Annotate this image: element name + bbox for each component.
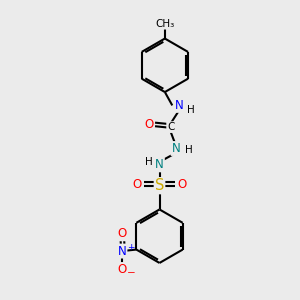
Text: CH₃: CH₃ [155, 19, 175, 29]
Text: H: H [145, 157, 152, 167]
Text: −: − [127, 268, 136, 278]
Text: O: O [177, 178, 186, 191]
Text: S: S [155, 178, 164, 193]
Text: N: N [118, 244, 127, 258]
Text: +: + [127, 243, 134, 252]
Text: O: O [133, 178, 142, 191]
Text: N: N [175, 99, 183, 112]
Text: O: O [118, 263, 127, 276]
Text: N: N [172, 142, 180, 155]
Text: O: O [144, 118, 153, 131]
Text: N: N [155, 158, 164, 171]
Text: H: H [187, 105, 195, 115]
Text: O: O [118, 227, 127, 240]
Text: C: C [167, 122, 175, 132]
Text: H: H [185, 145, 193, 155]
